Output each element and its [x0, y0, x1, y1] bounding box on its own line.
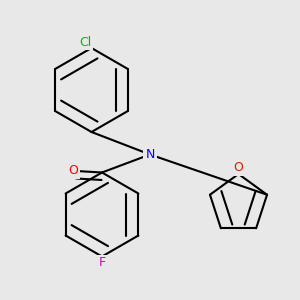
- Text: F: F: [98, 256, 106, 269]
- Text: Cl: Cl: [80, 35, 92, 49]
- Text: N: N: [145, 148, 155, 161]
- Text: O: O: [234, 161, 243, 175]
- Text: O: O: [69, 164, 78, 178]
